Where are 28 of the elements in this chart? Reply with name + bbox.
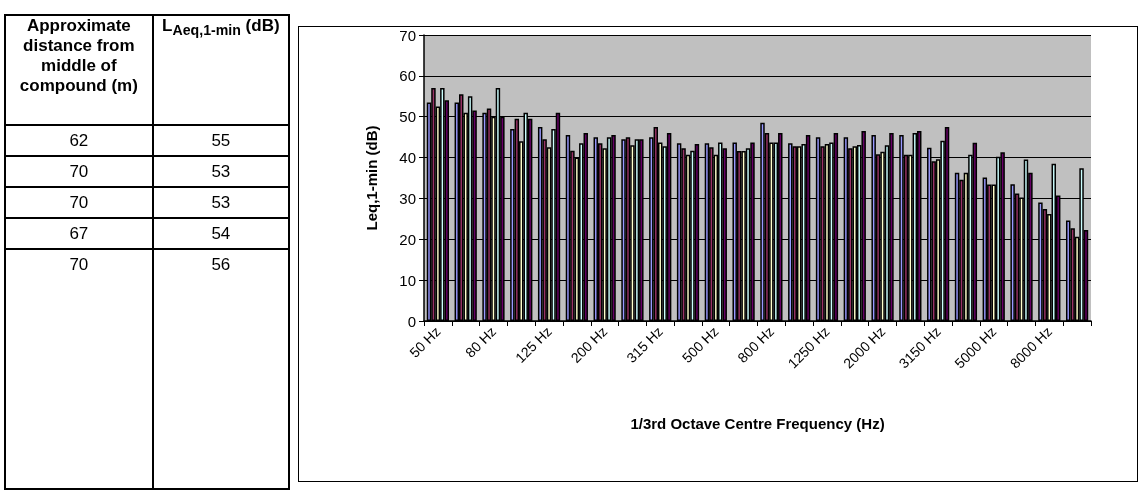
x-axis-title: 1/3rd Octave Centre Frequency (Hz) [630,415,885,432]
x-tick-label: 315 Hz [623,323,666,366]
x-tick-label: 500 Hz [678,323,722,366]
y-tick-label: 70 [399,26,416,44]
x-tick-label: 125 Hz [512,323,555,366]
text: 53 [152,187,289,218]
text: Approximate distance from middle of compound (m) [5,15,153,125]
text: 54 [152,218,289,249]
text: 70 [5,156,153,187]
text: 70 [5,249,153,489]
text: 53 [152,156,289,187]
x-tick-label: 200 Hz [567,323,611,366]
y-tick-label: 30 [399,189,416,207]
x-tick-label: 80 Hz [461,323,500,361]
y-tick-label: 50 [399,108,416,126]
y-tick-label: 40 [399,149,416,167]
text: 70 [5,187,153,218]
y-tick-label: 0 [407,312,416,330]
y-axis-title: Leq,1-min (dB) [363,125,380,231]
text: 62 [5,125,153,156]
x-tick-label: 800 Hz [734,323,778,366]
y-tick-label: 60 [399,67,416,85]
text: 67 [5,218,153,249]
text: L$_{Aeq,1-min}$ (dB) [152,15,289,125]
y-tick-label: 20 [399,230,416,248]
y-tick-label: 10 [399,271,416,289]
text: 55 [152,125,289,156]
text: 56 [152,249,289,489]
